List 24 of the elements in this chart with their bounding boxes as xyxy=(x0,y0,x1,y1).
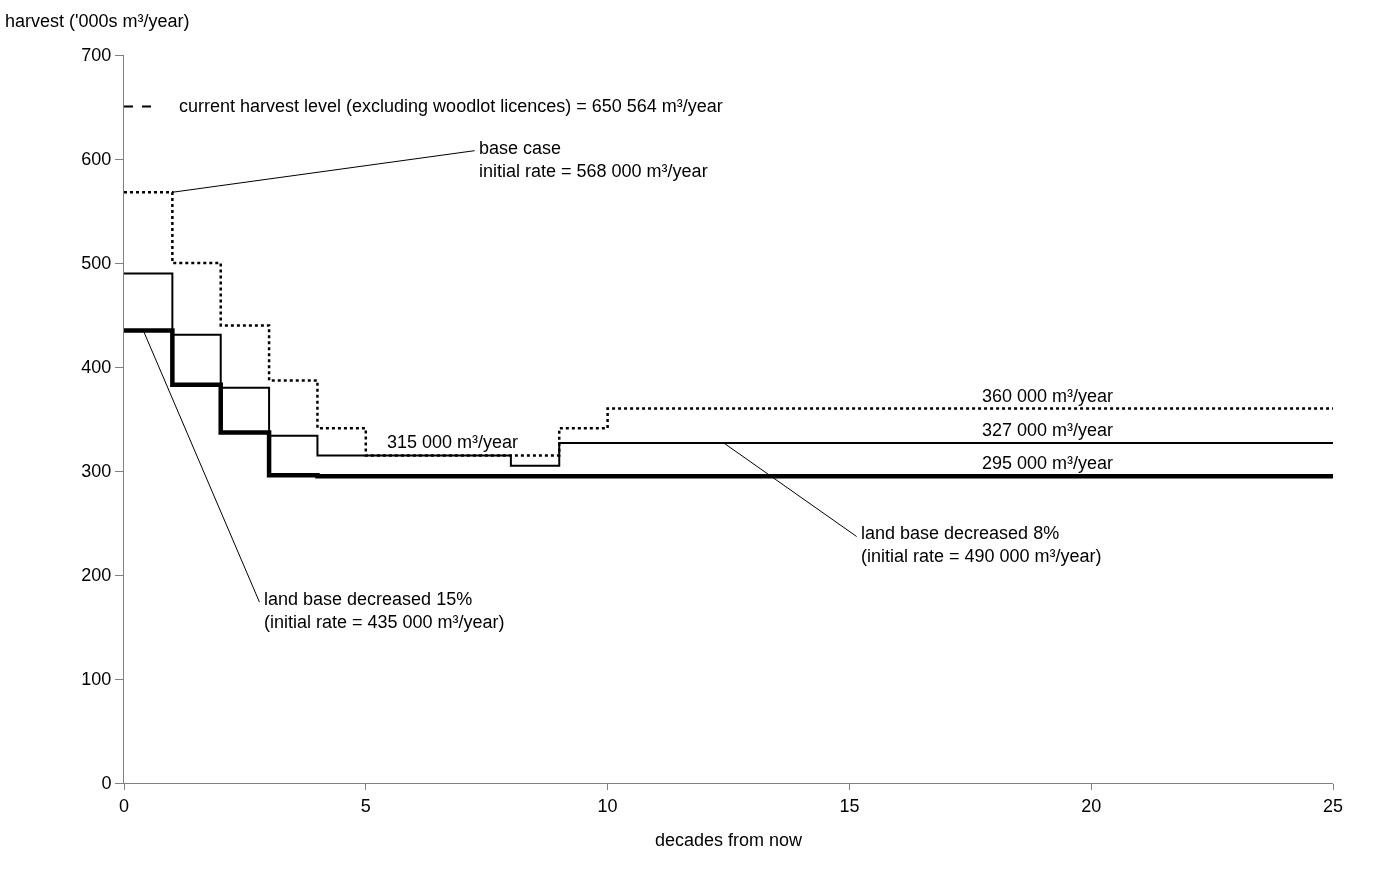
annotation: 315 000 m³/year xyxy=(387,432,519,452)
y-axis-title: harvest ('000s m³/year) xyxy=(5,11,190,31)
annotation: base case initial rate = 568 000 m³/year xyxy=(479,138,708,182)
x-tick-label: 20 xyxy=(1081,795,1102,816)
x-tick-label: 25 xyxy=(1322,795,1344,816)
x-tick-label: 10 xyxy=(597,795,618,816)
annotation: 360 000 m³/year xyxy=(982,386,1114,406)
ref-line-label: current harvest level (excluding woodlot licences) = 650 564 m³/year xyxy=(179,96,723,116)
y-tick-label: 500 xyxy=(81,253,112,274)
annotation: land base decreased 8% (initial rate = 490 000 m³/year) xyxy=(861,523,1102,567)
x-tick-label: 0 xyxy=(118,795,130,816)
y-tick-label: 700 xyxy=(81,45,112,66)
y-tick-label: 200 xyxy=(81,565,112,586)
y-tick-label: 100 xyxy=(81,669,112,690)
x-tick-label: 5 xyxy=(360,795,371,816)
x-axis-title: decades from now xyxy=(654,829,804,850)
annotation: land base decreased 15% (initial rate = 435 000 m³/year) xyxy=(264,589,505,633)
y-tick-label: 0 xyxy=(101,773,112,794)
annotation: 327 000 m³/year xyxy=(982,420,1114,440)
y-tick-label: 600 xyxy=(81,149,112,170)
annotation: 295 000 m³/year xyxy=(982,453,1114,473)
y-tick-label: 400 xyxy=(81,357,112,378)
x-tick-label: 15 xyxy=(839,795,860,816)
y-tick-label: 300 xyxy=(81,461,112,482)
